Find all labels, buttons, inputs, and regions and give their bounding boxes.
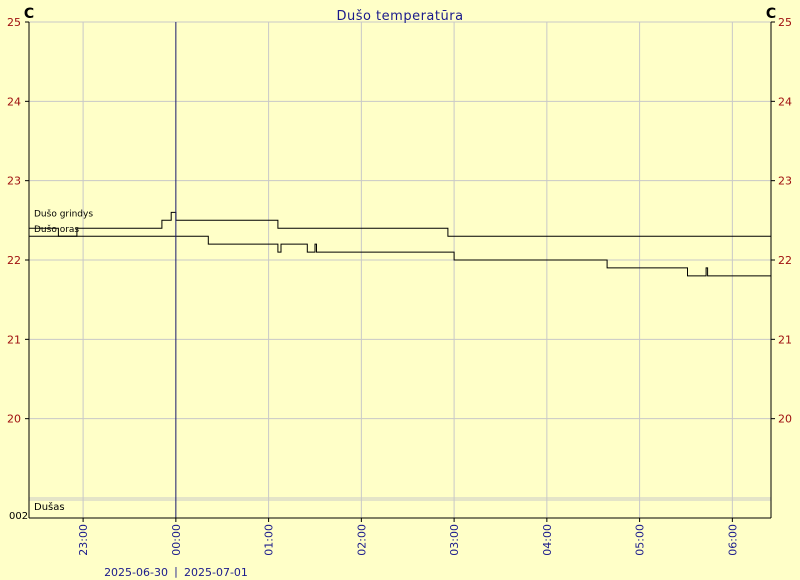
y-tick-label-left: 25	[7, 16, 21, 29]
chart-title: Dušo temperatūra	[336, 9, 463, 24]
date-right: 2025-07-01	[184, 566, 248, 579]
x-tick-label: 05:00	[634, 524, 647, 556]
x-tick-label: 03:00	[448, 524, 461, 556]
y-tick-label-left: 23	[7, 175, 21, 188]
bottom-panel-value: 002	[9, 511, 28, 522]
y-tick-label-right: 21	[778, 333, 792, 346]
x-tick-label: 01:00	[263, 524, 276, 556]
date-separator: |	[174, 565, 178, 578]
x-tick-label: 04:00	[541, 524, 554, 556]
y-unit-right: C	[766, 6, 776, 22]
y-tick-label-left: 22	[7, 254, 21, 267]
y-unit-left: C	[24, 6, 34, 22]
x-tick-label: 00:00	[170, 524, 183, 556]
y-tick-label-left: 21	[7, 333, 21, 346]
date-left: 2025-06-30	[104, 566, 168, 579]
grid	[29, 21, 771, 518]
y-tick-label-right: 23	[778, 175, 792, 188]
x-tick-label: 06:00	[726, 524, 739, 556]
y-tick-label-right: 20	[778, 413, 792, 426]
labels: Dušo temperatūra C C Dušas 002 2025-06-3…	[7, 6, 792, 579]
y-tick-label-left: 20	[7, 413, 21, 426]
y-tick-label-right: 24	[778, 95, 792, 108]
x-tick-label: 23:00	[77, 524, 90, 556]
series-label-2: Dušo oras	[34, 224, 79, 235]
series-layer	[29, 211, 771, 277]
y-tick-label-right: 22	[778, 254, 792, 267]
y-tick-label-right: 25	[778, 16, 792, 29]
plot-frame	[25, 21, 775, 522]
bottom-panel-label: Dušas	[34, 501, 65, 513]
series-label-1: Dušo grindys	[34, 208, 93, 219]
y-tick-label-left: 24	[7, 95, 21, 108]
x-tick-label: 02:00	[355, 524, 368, 556]
series-line-2	[29, 235, 771, 277]
